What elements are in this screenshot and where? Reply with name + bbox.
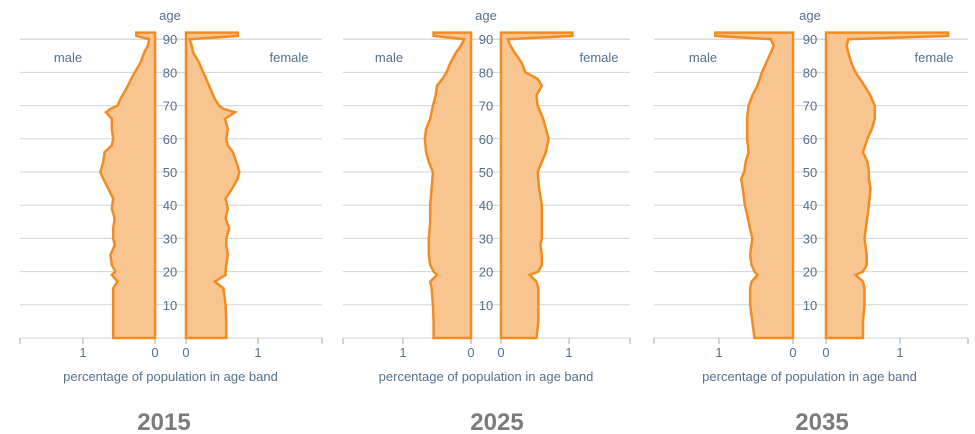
year-label: 2025 xyxy=(470,409,523,434)
age-tick-label: 40 xyxy=(803,198,817,213)
age-axis-label: age xyxy=(159,8,181,23)
female-population-area xyxy=(184,31,241,340)
age-tick-label: 30 xyxy=(803,231,817,246)
age-tick-label: 20 xyxy=(803,265,817,280)
male-tick-label: 0 xyxy=(789,345,796,360)
age-axis-label: age xyxy=(799,8,821,23)
x-axis-title: percentage of population in age band xyxy=(379,369,594,384)
age-tick-label: 30 xyxy=(479,231,493,246)
age-tick-label: 40 xyxy=(163,198,177,213)
female-tick-label: 0 xyxy=(497,345,504,360)
male-label: male xyxy=(375,50,403,65)
female-tick-label: 0 xyxy=(182,345,189,360)
male-tick-label: 1 xyxy=(79,345,86,360)
male-population-area xyxy=(423,31,473,340)
age-tick-label: 10 xyxy=(479,298,493,313)
age-tick-label: 50 xyxy=(479,165,493,180)
age-tick-label: 90 xyxy=(479,32,493,47)
age-tick-label: 20 xyxy=(479,265,493,280)
female-label: female xyxy=(914,50,953,65)
age-tick-label: 20 xyxy=(163,265,177,280)
male-tick-label: 0 xyxy=(151,345,158,360)
female-tick-label: 1 xyxy=(254,345,261,360)
age-tick-label: 50 xyxy=(163,165,177,180)
female-tick-label: 1 xyxy=(565,345,572,360)
age-tick-label: 70 xyxy=(803,99,817,114)
age-tick-label: 90 xyxy=(163,32,177,47)
age-tick-label: 70 xyxy=(163,99,177,114)
year-label: 2035 xyxy=(795,409,848,434)
age-tick-label: 60 xyxy=(479,132,493,147)
age-tick-label: 60 xyxy=(803,132,817,147)
male-population-area xyxy=(98,31,157,340)
age-tick-label: 40 xyxy=(479,198,493,213)
x-axis-title: percentage of population in age band xyxy=(63,369,278,384)
age-tick-label: 10 xyxy=(803,298,817,313)
female-label: female xyxy=(579,50,618,65)
year-label: 2015 xyxy=(137,409,190,434)
female-tick-label: 0 xyxy=(822,345,829,360)
male-label: male xyxy=(689,50,717,65)
male-label: male xyxy=(54,50,82,65)
male-population-area xyxy=(714,31,795,340)
male-tick-label: 0 xyxy=(467,345,474,360)
x-axis-title: percentage of population in age band xyxy=(702,369,917,384)
female-label: female xyxy=(269,50,308,65)
age-tick-label: 90 xyxy=(803,32,817,47)
age-tick-label: 30 xyxy=(163,231,177,246)
female-tick-label: 1 xyxy=(896,345,903,360)
age-tick-label: 80 xyxy=(803,65,817,80)
age-tick-label: 50 xyxy=(803,165,817,180)
age-tick-label: 10 xyxy=(163,298,177,313)
female-population-area xyxy=(824,31,950,340)
age-tick-label: 80 xyxy=(479,65,493,80)
age-tick-label: 60 xyxy=(163,132,177,147)
age-tick-label: 80 xyxy=(163,65,177,80)
male-tick-label: 1 xyxy=(715,345,722,360)
male-tick-label: 1 xyxy=(399,345,406,360)
age-axis-label: age xyxy=(475,8,497,23)
female-population-area xyxy=(499,31,574,340)
age-tick-label: 70 xyxy=(479,99,493,114)
